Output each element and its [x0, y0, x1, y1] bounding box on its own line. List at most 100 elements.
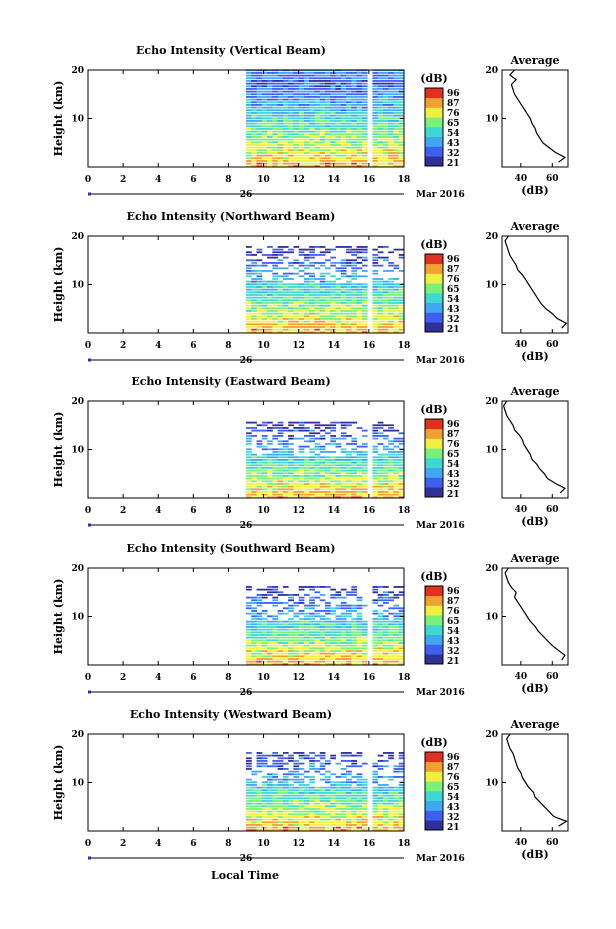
heatmap-cell	[293, 318, 300, 320]
heatmap-cell	[288, 149, 294, 152]
heatmap-cell	[356, 331, 363, 334]
heatmap-cell	[303, 136, 310, 138]
heatmap-cell	[372, 154, 379, 157]
heatmap-cell	[282, 275, 289, 278]
heatmap-cell	[356, 792, 363, 794]
heatmap-cell	[361, 286, 368, 288]
heatmap-cell	[272, 634, 279, 636]
heatmap-cell	[261, 72, 268, 74]
heatmap-cell	[325, 472, 331, 475]
heatmap-cell	[288, 88, 294, 90]
heatmap-cell	[388, 634, 394, 636]
heatmap-cell	[256, 604, 263, 607]
heatmap-cell	[340, 424, 347, 427]
heatmap-cell	[246, 323, 252, 326]
heatmap-cell	[267, 754, 273, 757]
heatmap-cell	[361, 85, 368, 88]
heatmap-cell	[314, 117, 321, 120]
heatmap-cell	[361, 789, 368, 792]
heatmap-cell	[246, 757, 252, 760]
heatmap-cell	[309, 307, 315, 310]
heatmap-cell	[351, 117, 358, 120]
heatmap-cell	[340, 128, 347, 130]
heatmap-cell	[251, 642, 258, 644]
colorbar-segment	[425, 107, 443, 118]
heatmap-cell	[388, 467, 394, 469]
heatmap-cell	[340, 618, 347, 620]
heatmap-cell	[330, 106, 337, 109]
heatmap-cell	[335, 323, 342, 326]
heatmap-cell	[330, 133, 337, 136]
heatmap-cell	[251, 141, 258, 144]
heatmap-cell	[272, 157, 279, 160]
heatmap-cell	[277, 160, 284, 162]
heatmap-cell	[288, 760, 294, 762]
heatmap-cell	[325, 485, 331, 488]
heatmap-cell	[382, 808, 389, 810]
heatmap-cell	[319, 628, 326, 631]
heatmap-cell	[335, 149, 342, 152]
heatmap-cell	[314, 104, 321, 106]
heatmap-cell	[382, 599, 389, 602]
heatmap-cell	[314, 77, 321, 80]
heatmap-cell	[303, 248, 310, 251]
heatmap-cell	[346, 128, 352, 130]
heatmap-cell	[272, 165, 279, 168]
colorbar-tick-label: 65	[447, 783, 460, 793]
x-tick-label: 16	[363, 673, 376, 683]
heatmap-cell	[393, 440, 400, 443]
heatmap-cell	[340, 104, 347, 106]
heatmap-cell	[356, 628, 363, 631]
heatmap-cell	[346, 74, 352, 77]
heatmap-cell	[277, 96, 284, 98]
heatmap-cell	[382, 291, 389, 294]
heatmap-cell	[246, 824, 252, 826]
heatmap-cell	[393, 318, 400, 320]
heatmap-cell	[267, 165, 273, 168]
heatmap-cell	[282, 323, 289, 326]
heatmap-cell	[256, 445, 263, 448]
heatmap-cell	[335, 326, 342, 328]
heatmap-cell	[319, 618, 326, 620]
heatmap-cell	[356, 90, 363, 93]
heatmap-cell	[319, 133, 326, 136]
heatmap-cell	[356, 483, 363, 485]
heatmap-cell	[346, 160, 352, 162]
heatmap-cell	[293, 808, 300, 810]
heatmap-cell	[256, 296, 263, 299]
heatmap-cell	[261, 270, 268, 272]
heatmap-cell	[246, 318, 252, 320]
heatmap-cell	[251, 307, 258, 310]
heatmap-cell	[361, 435, 368, 437]
heatmap-cell	[346, 816, 352, 818]
heatmap-cell	[382, 429, 389, 432]
heatmap-cell	[382, 88, 389, 90]
heatmap-cell	[382, 138, 389, 141]
heatmap-cell	[303, 106, 310, 109]
heatmap-cell	[346, 264, 352, 267]
heatmap-cell	[382, 157, 389, 160]
heatmap-cell	[393, 658, 400, 660]
heatmap-cell	[398, 652, 405, 655]
heatmap-cell	[251, 93, 258, 96]
heatmap-cell	[246, 655, 252, 658]
y-tick-label: 20	[71, 66, 84, 76]
heatmap-cell	[351, 291, 358, 294]
heatmap-cell	[298, 658, 305, 660]
heatmap-cell	[251, 312, 258, 315]
heatmap-cell	[393, 74, 400, 77]
heatmap-cell	[303, 636, 310, 639]
heatmap-cell	[314, 647, 321, 650]
heatmap-cell	[277, 144, 284, 146]
heatmap-cell	[393, 483, 400, 485]
heatmap-cell	[351, 620, 358, 623]
heatmap-cell	[388, 596, 394, 599]
heatmap-cell	[277, 642, 284, 644]
heatmap-cell	[372, 612, 379, 615]
profile-title: Average	[509, 718, 559, 731]
heatmap-cell	[298, 612, 305, 615]
heatmap-cell	[256, 467, 263, 469]
heatmap-cell	[325, 96, 331, 98]
heatmap-cell	[251, 90, 258, 93]
heatmap-cell	[382, 655, 389, 658]
